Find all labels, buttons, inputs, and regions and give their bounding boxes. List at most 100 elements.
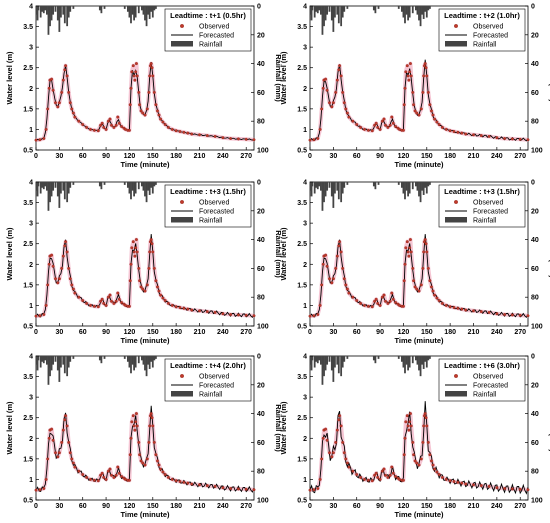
rainfall-bar (425, 6, 428, 18)
legend-observed-symbol (454, 374, 458, 378)
observed-point (139, 459, 143, 463)
y-tick-label: 0.5 (23, 498, 33, 505)
observed-point (437, 299, 441, 302)
rainfall-bar (67, 356, 70, 368)
observed-point (104, 477, 108, 481)
observed-point (150, 416, 154, 420)
observed-point (321, 436, 325, 440)
rainfall-bar (343, 356, 346, 362)
observed-point (236, 313, 240, 317)
observed-point (129, 436, 133, 440)
rainfall-bar (39, 182, 42, 194)
rainfall-bar (408, 6, 411, 18)
legend-rainfall-symbol (445, 217, 467, 223)
rainfall-bar (311, 6, 314, 11)
rainfall-bar (372, 356, 375, 361)
y-tick-label: 2 (29, 436, 33, 443)
x-tick-label: 120 (398, 153, 410, 160)
y2-tick-label: 0 (257, 354, 261, 361)
observed-point (51, 88, 55, 92)
rainfall-bar (321, 182, 324, 211)
observed-point (312, 138, 316, 142)
x-tick-label: 150 (421, 329, 433, 336)
y-tick-label: 2.5 (297, 65, 307, 72)
observed-point (100, 121, 104, 125)
rainfall-bar (63, 182, 66, 200)
observed-point (460, 131, 464, 135)
y-tick-label: 4 (29, 354, 33, 361)
rainfall-bar (123, 182, 126, 185)
rainfall-bar (147, 6, 150, 15)
rainfall-bar (131, 356, 134, 365)
observed-point (391, 297, 395, 301)
observed-point (89, 127, 92, 131)
y-tick-label: 2 (29, 262, 33, 269)
observed-point (150, 242, 154, 246)
x-tick-label: 270 (514, 153, 526, 160)
observed-point (510, 137, 514, 141)
rainfall-bar (128, 6, 131, 18)
observed-point (213, 310, 217, 314)
observed-point (370, 305, 374, 309)
x-tick-label: 150 (421, 503, 433, 510)
observed-point (190, 482, 194, 486)
x-tick-label: 240 (217, 153, 229, 160)
y-tick-label: 1.5 (23, 106, 33, 113)
observed-point (409, 424, 413, 428)
observed-point (342, 101, 346, 105)
observed-point (366, 304, 370, 308)
x-tick-label: 90 (102, 153, 110, 160)
legend-rainfall-label: Rainfall (473, 392, 497, 399)
y2-tick-label: 100 (257, 498, 269, 505)
legend-observed-symbol (454, 200, 458, 204)
rainfall-bar (39, 6, 42, 18)
observed-point (186, 481, 190, 485)
rainfall-bar (67, 182, 70, 194)
observed-point (456, 306, 460, 310)
y-tick-label: 4 (29, 4, 33, 11)
observed-point (320, 457, 324, 461)
observed-point (344, 107, 348, 111)
rainfall-bar (155, 6, 157, 9)
observed-point (408, 238, 412, 242)
observed-point (71, 287, 75, 291)
rainfall-bar (131, 182, 134, 191)
observed-point (338, 64, 342, 68)
observed-point (472, 133, 475, 137)
observed-point (65, 424, 69, 428)
observed-point (347, 465, 351, 469)
observed-point (518, 487, 522, 491)
rainfall-bar (408, 182, 411, 194)
rainfall-bar (408, 356, 411, 368)
observed-point (34, 488, 38, 492)
legend-observed-symbol (454, 24, 458, 28)
y2-axis-title: Rainfall (mm) (274, 404, 283, 452)
observed-point (437, 473, 441, 476)
rainfall-bar (103, 356, 106, 359)
observed-point (85, 125, 89, 129)
observed-point (526, 314, 530, 318)
observed-point (415, 287, 419, 291)
observed-point (135, 250, 139, 254)
observed-point (337, 418, 341, 422)
observed-point (70, 283, 74, 287)
rainfall-bar (429, 182, 431, 185)
rainfall-bar (66, 356, 69, 377)
x-tick-label: 180 (170, 503, 182, 510)
observed-point (110, 473, 113, 477)
observed-point (60, 90, 64, 94)
observed-point (157, 113, 161, 117)
y2-tick-label: 60 (257, 440, 265, 447)
y-tick-label: 1.5 (23, 282, 33, 289)
observed-point (503, 487, 507, 490)
observed-point (431, 113, 435, 117)
rainfall-bar (49, 182, 51, 203)
rainfall-bar (326, 182, 329, 191)
rainfall-bar (134, 182, 137, 194)
y-tick-label: 1.5 (297, 106, 307, 113)
x-tick-label: 30 (55, 329, 63, 336)
